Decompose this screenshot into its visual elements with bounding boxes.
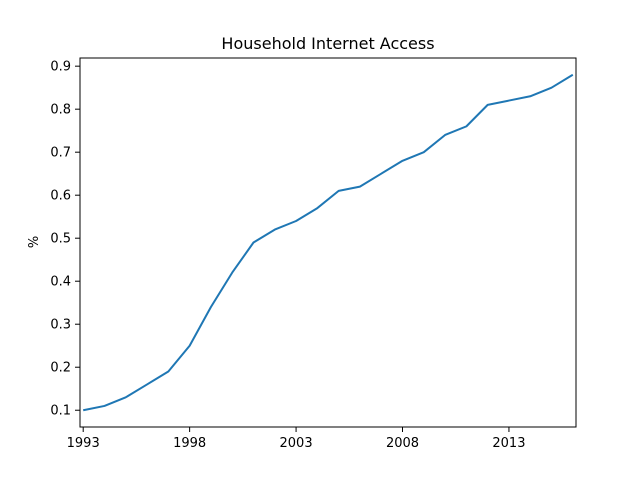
x-tick-label: 2013	[492, 436, 525, 451]
x-tick-label: 2008	[386, 436, 419, 451]
x-axis-ticks: 1993 1998 2003 2008 2013	[67, 427, 525, 451]
y-tick-label: 0.3	[50, 318, 71, 333]
y-axis-ticks: 0.1 0.2 0.3 0.4 0.5 0.6 0.7 0.8 0.9	[50, 60, 80, 419]
series-line	[82, 73, 574, 412]
series-layer	[82, 73, 574, 412]
y-tick-label: 0.9	[50, 60, 71, 75]
y-tick-label: 0.7	[50, 146, 71, 161]
x-tick-label: 1993	[67, 436, 100, 451]
y-tick-label: 0.1	[50, 404, 71, 419]
y-tick-label: 0.6	[50, 189, 71, 204]
y-axis-label: %	[27, 236, 42, 248]
chart-title: Household Internet Access	[221, 34, 434, 53]
x-tick-label: 1998	[173, 436, 206, 451]
plot-area-frame	[79, 57, 577, 428]
y-tick-label: 0.2	[50, 361, 71, 376]
y-tick-label: 0.4	[50, 275, 71, 290]
y-tick-label: 0.8	[50, 103, 71, 118]
x-tick-label: 2003	[280, 436, 313, 451]
y-tick-label: 0.5	[50, 232, 71, 247]
